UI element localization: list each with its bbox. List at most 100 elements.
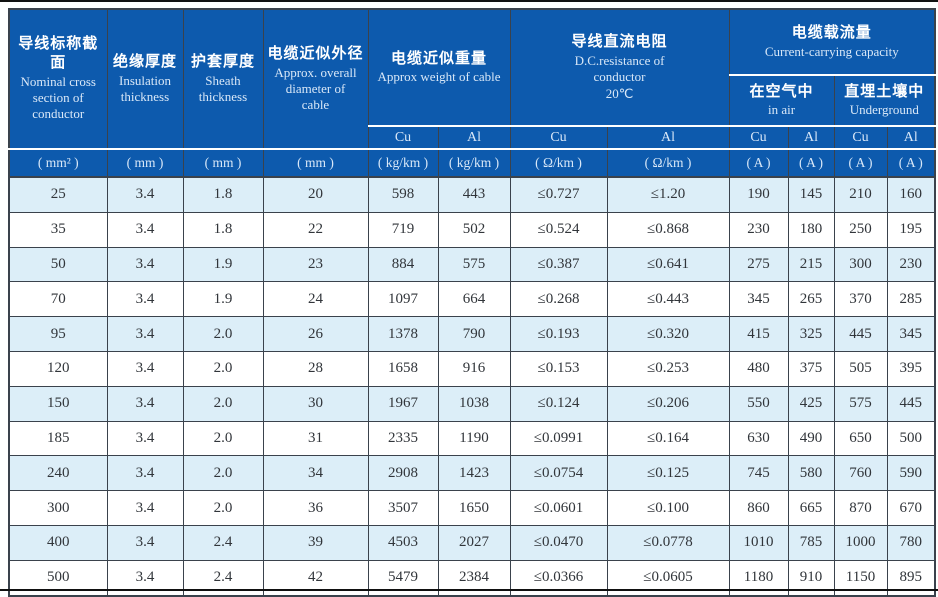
table-cell: 230 — [886, 246, 936, 283]
table-cell: ≤0.153 — [509, 350, 608, 387]
table-row: 70 3.4 1.9 24 1097 664 ≤0.268 ≤0.443 345 265 370 28… — [8, 281, 936, 318]
table-cell: ≤0.387 — [509, 246, 608, 283]
table-cell: 665 — [787, 490, 835, 526]
table-cell: 3.4 — [106, 455, 184, 492]
table-row: 50 3.4 1.9 23 884 575 ≤0.387 ≤0.641 275 215 300 230 — [8, 246, 936, 283]
table-cell: ≤0.320 — [606, 316, 730, 352]
unit-label: ( mm ) — [262, 149, 369, 178]
table-cell: 3507 — [367, 490, 439, 526]
table-cell: 25 — [8, 176, 108, 213]
table-cell: 598 — [367, 176, 439, 213]
table-cell: 445 — [886, 385, 936, 422]
table-cell: ≤0.524 — [509, 211, 608, 248]
table-cell: 425 — [787, 385, 835, 422]
table-cell: 400 — [8, 524, 108, 561]
header-zh-label: 护套厚度 — [190, 52, 255, 70]
table-cell: 2027 — [437, 524, 511, 561]
table-cell: 325 — [787, 316, 835, 352]
header-subgroup-underground: 直埋土壤中 Underground — [833, 75, 936, 127]
header-zh-label: 电缆载流量 — [791, 24, 872, 41]
table-row: 300 3.4 2.0 36 3507 1650 ≤0.0601 ≤0.100 860 665 87… — [8, 490, 936, 526]
table-cell: 575 — [437, 246, 511, 283]
header-group-dc-resistance: 导线直流电阻 D.C.resistance of conductor 20℃ — [509, 9, 730, 127]
table-cell: 3.4 — [106, 246, 184, 283]
table-cell: 650 — [833, 420, 888, 457]
header-zh-label: 直埋土壤中 — [844, 82, 925, 100]
table-cell: 230 — [728, 211, 789, 248]
header-group-approx-weight: 电缆近似重量 Approx weight of cable — [367, 9, 511, 127]
table-cell: 190 — [728, 176, 789, 213]
header-cell-insulation-thickness: 绝缘厚度 Insulation thickness — [106, 9, 184, 150]
table-cell: ≤0.641 — [606, 246, 730, 283]
table-cell: 30 — [262, 385, 369, 422]
table-cell: 36 — [262, 490, 369, 526]
table-cell: 1000 — [833, 524, 888, 561]
table-cell: 2.0 — [182, 316, 264, 352]
table-cell: 670 — [886, 490, 936, 526]
table-cell: 1010 — [728, 524, 789, 561]
table-cell: 500 — [886, 420, 936, 457]
cable-spec-table: 导线标称截面 Nominal cross section of conducto… — [8, 8, 937, 597]
table-cell: 3.4 — [106, 420, 184, 457]
table-cell: 3.4 — [106, 316, 184, 352]
table-row: 120 3.4 2.0 28 1658 916 ≤0.153 ≤0.253 480 375 505 3… — [8, 350, 936, 387]
table-cell: 860 — [728, 490, 789, 526]
table-cell: ≤0.868 — [606, 211, 730, 248]
header-cell-nominal-cross-section: 导线标称截面 Nominal cross section of conducto… — [8, 9, 108, 150]
table-cell: 760 — [833, 455, 888, 492]
table-cell: 916 — [437, 350, 511, 387]
header-zh-label: 电缆近似外径 — [267, 44, 364, 62]
table-cell: 2.0 — [182, 385, 264, 422]
table-cell: 265 — [787, 281, 835, 318]
table-cell: 790 — [437, 316, 511, 352]
table-cell: 785 — [787, 524, 835, 561]
table-cell: 395 — [886, 350, 936, 387]
table-cell: 1.8 — [182, 211, 264, 248]
table-cell: 34 — [262, 455, 369, 492]
header-cell-sheath-thickness: 护套厚度 Sheath thickness — [182, 9, 264, 150]
table-cell: 1038 — [437, 385, 511, 422]
table-cell: ≤0.727 — [509, 176, 608, 213]
table-cell: ≤0.443 — [606, 281, 730, 318]
table-cell: 575 — [833, 385, 888, 422]
table-cell: 145 — [787, 176, 835, 213]
table-cell: 630 — [728, 420, 789, 457]
header-en-label: Underground — [849, 102, 919, 118]
header-zh-label: 在空气中 — [749, 82, 814, 100]
table-row: 25 3.4 1.8 20 598 443 ≤0.727 ≤1.20 190 145 210 160 — [8, 176, 936, 213]
table-cell: 745 — [728, 455, 789, 492]
table-cell: 550 — [728, 385, 789, 422]
table-row: 95 3.4 2.0 26 1378 790 ≤0.193 ≤0.320 415 325 445 34… — [8, 316, 936, 352]
table-row: 240 3.4 2.0 34 2908 1423 ≤0.0754 ≤0.125 745 580 76… — [8, 455, 936, 492]
table-cell: 23 — [262, 246, 369, 283]
header-en-label: Approx weight of cable — [377, 69, 501, 85]
table-cell: 3.4 — [106, 211, 184, 248]
header-en-label: Insulation thickness — [119, 72, 171, 104]
unit-label: ( Ω/km ) — [509, 149, 608, 178]
unit-label: ( A ) — [833, 149, 888, 178]
table-cell: 3.4 — [106, 350, 184, 387]
table-cell: 870 — [833, 490, 888, 526]
table-cell: 35 — [8, 211, 108, 248]
table-cell: 31 — [262, 420, 369, 457]
header-zh-label: 电缆近似重量 — [391, 49, 488, 67]
table-cell: 664 — [437, 281, 511, 318]
unit-label: ( mm ) — [182, 149, 264, 178]
table-row: 150 3.4 2.0 30 1967 1038 ≤0.124 ≤0.206 550 425 575… — [8, 385, 936, 422]
table-cell: 39 — [262, 524, 369, 561]
table-cell: 2.4 — [182, 524, 264, 561]
table-cell: 285 — [886, 281, 936, 318]
table-cell: 490 — [787, 420, 835, 457]
table-cell: 505 — [833, 350, 888, 387]
table-cell: ≤0.193 — [509, 316, 608, 352]
header-temperature-label: 20℃ — [605, 86, 634, 101]
table-cell: ≤0.0778 — [606, 524, 730, 561]
table-cell: 1650 — [437, 490, 511, 526]
unit-label: ( mm² ) — [8, 149, 108, 178]
table-cell: 1.9 — [182, 246, 264, 283]
table-cell: ≤1.20 — [606, 176, 730, 213]
table-cell: 590 — [886, 455, 936, 492]
table-cell: 443 — [437, 176, 511, 213]
table-cell: 1190 — [437, 420, 511, 457]
table-cell: ≤0.206 — [606, 385, 730, 422]
